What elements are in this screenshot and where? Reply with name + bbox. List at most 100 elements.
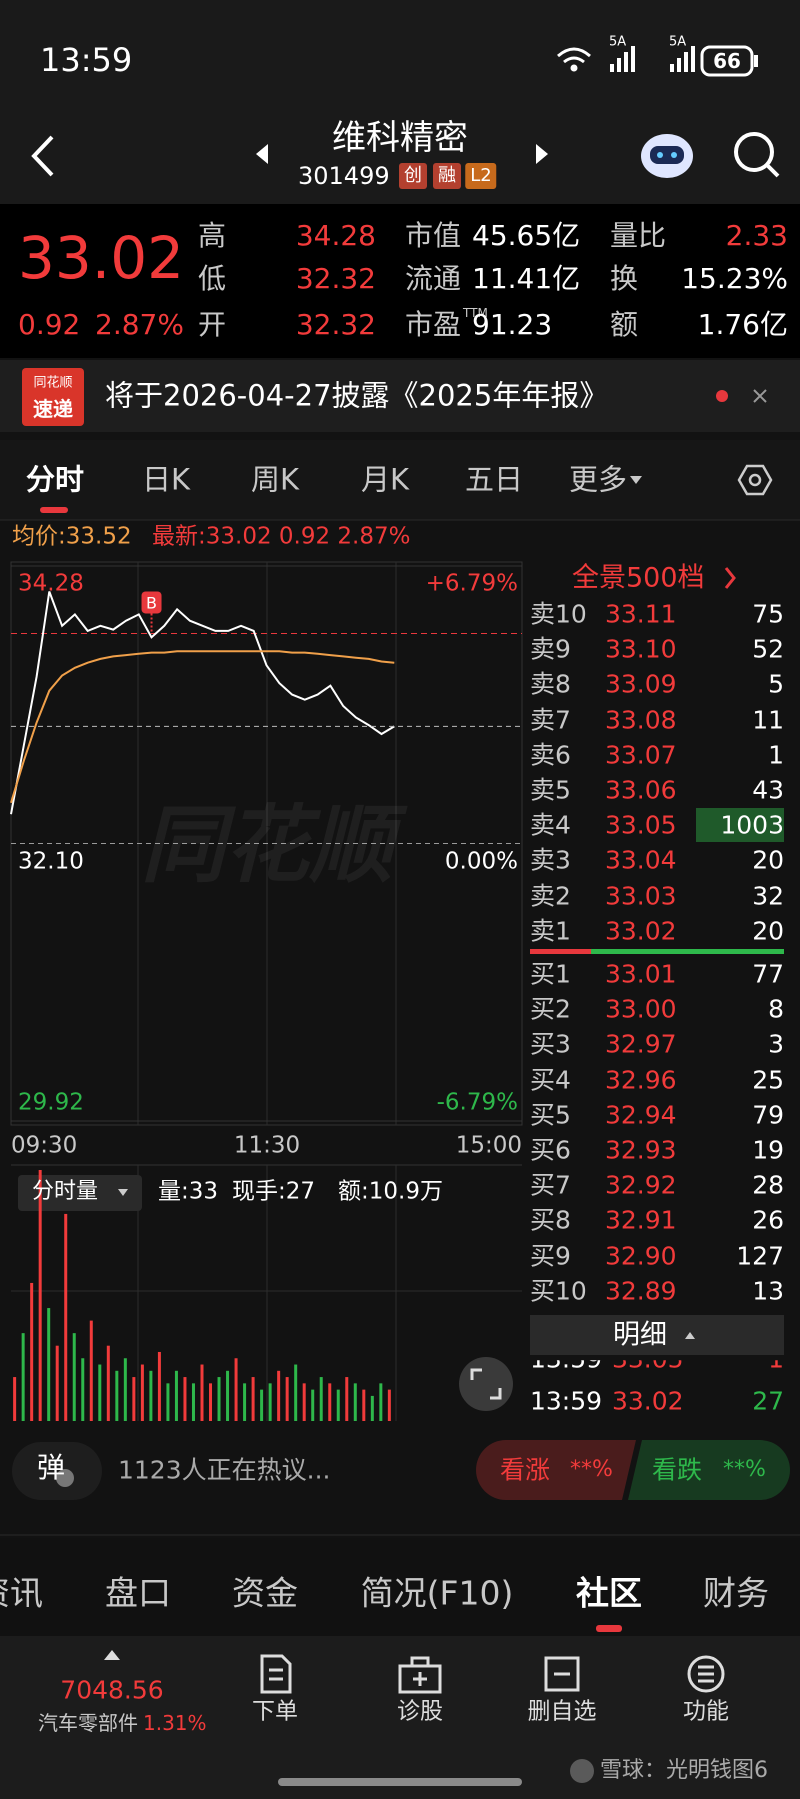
order-label: 买4 [530, 1065, 571, 1095]
selector-bg[interactable] [18, 1175, 142, 1211]
order-volume: 32 [752, 881, 784, 911]
tab[interactable]: 更多 [568, 462, 628, 497]
section-indicator [596, 1625, 622, 1632]
order-price: 33.06 [605, 775, 677, 805]
next-stock-icon[interactable] [536, 144, 548, 164]
volume-bar [209, 1383, 213, 1421]
volume-selector[interactable]: 分时量 [32, 1179, 99, 1204]
order-label: 卖10 [530, 599, 587, 629]
close-icon[interactable] [753, 389, 767, 403]
volume-bar [345, 1377, 349, 1421]
nav-item[interactable]: 诊股 [397, 1698, 443, 1725]
expand-icon[interactable] [459, 1357, 513, 1411]
bull-label[interactable]: 看涨 [500, 1455, 551, 1485]
tab[interactable]: 分时 [25, 462, 85, 497]
volume-bar [72, 1333, 76, 1421]
trade-time: 13:59 [530, 1344, 603, 1374]
bull-button[interactable] [476, 1440, 636, 1500]
order-volume: 26 [752, 1205, 784, 1235]
order-label: 买3 [530, 1029, 571, 1059]
trade-price: 33.02 [612, 1386, 684, 1416]
x-tick-label: 11:30 [233, 1132, 301, 1159]
y-tick-label: 29.92 [18, 1089, 84, 1116]
wifi-icon [557, 47, 591, 72]
volume-bar [123, 1358, 127, 1421]
bottom-nav-bg [0, 1636, 800, 1799]
bear-button[interactable] [628, 1440, 790, 1500]
order-price: 33.04 [605, 845, 677, 875]
tab-indicator [40, 507, 68, 513]
search-icon[interactable] [734, 132, 780, 178]
stat-value: 1.76亿 [697, 308, 788, 341]
danmu-label[interactable]: 弹 [36, 1451, 66, 1484]
section-tab[interactable]: 资金 [232, 1573, 298, 1613]
danmu-pill[interactable] [12, 1442, 102, 1500]
tab[interactable]: 周K [250, 462, 300, 497]
tab[interactable]: 月K [360, 462, 410, 497]
stat-value: 32.32 [295, 262, 376, 295]
volume-bar [285, 1377, 289, 1421]
y2-tick-label: +6.79% [425, 570, 518, 597]
tab[interactable]: 日K [141, 462, 191, 497]
order-label: 买8 [530, 1205, 571, 1235]
volume-bar [294, 1364, 298, 1421]
badge: 创 [399, 163, 427, 189]
menu-icon[interactable] [687, 1655, 725, 1693]
volume-bar [38, 1170, 42, 1421]
order-label: 卖7 [530, 705, 571, 735]
order-volume: 1 [768, 740, 784, 770]
order-price: 32.96 [605, 1065, 677, 1095]
section-tab[interactable]: 盘口 [105, 1573, 171, 1613]
index-name: 汽车零部件 [38, 1711, 138, 1735]
order-label: 卖4 [530, 810, 571, 840]
order-label: 卖6 [530, 740, 571, 770]
avg-line [10, 650, 395, 804]
section-tabs-bg [0, 1538, 800, 1642]
order-price: 32.92 [605, 1170, 677, 1200]
order-volume: 28 [752, 1170, 784, 1200]
nav-item[interactable]: 功能 [683, 1698, 729, 1725]
prev-stock-icon[interactable] [256, 144, 268, 164]
volume-bar [226, 1370, 230, 1421]
volume-info: 现手:27 [232, 1178, 316, 1205]
section-tab[interactable]: 简况(F10) [360, 1573, 514, 1613]
volume-bar [21, 1333, 25, 1421]
order-label: 卖3 [530, 845, 571, 875]
volume-bar [319, 1377, 323, 1421]
nav-item[interactable]: 下单 [252, 1698, 298, 1725]
order-book-title[interactable]: 全景500档 [572, 562, 705, 594]
volume-highlight [696, 808, 784, 842]
volume-bar [353, 1383, 357, 1421]
volume-bar [370, 1395, 374, 1421]
notice-logo: 同花顺 [33, 375, 73, 391]
order-price: 33.07 [605, 740, 677, 770]
buy-marker-bg [141, 591, 162, 614]
remove-icon[interactable] [544, 1656, 580, 1692]
section-tab[interactable]: 财务 [703, 1573, 769, 1613]
order-icon[interactable] [260, 1654, 292, 1694]
robot-icon[interactable] [641, 134, 693, 178]
bear-label[interactable]: 看跌 [652, 1455, 703, 1485]
detail-bg[interactable] [530, 1315, 784, 1355]
y-tick-label: 34.28 [18, 570, 84, 597]
order-volume: 19 [752, 1135, 784, 1165]
more-arrow [724, 567, 736, 589]
section-tab[interactable]: 社区 [576, 1573, 642, 1613]
signal-label: 5A [669, 34, 687, 50]
order-price: 33.05 [605, 810, 677, 840]
order-price: 32.93 [605, 1135, 677, 1165]
diagnose-icon[interactable] [398, 1656, 442, 1694]
volume-bar [387, 1389, 391, 1421]
detail-title[interactable]: 明细 [613, 1319, 667, 1351]
nav-item[interactable]: 删自选 [527, 1698, 597, 1725]
up-icon [104, 1650, 120, 1660]
settings-icon[interactable] [737, 464, 773, 496]
section-tab[interactable]: 资讯 [0, 1573, 43, 1613]
back-icon[interactable] [31, 135, 54, 177]
tab[interactable]: 五日 [464, 462, 524, 497]
index-value[interactable]: 7048.56 [60, 1675, 164, 1705]
volume-bar [251, 1377, 255, 1421]
quote-bg [0, 204, 800, 358]
